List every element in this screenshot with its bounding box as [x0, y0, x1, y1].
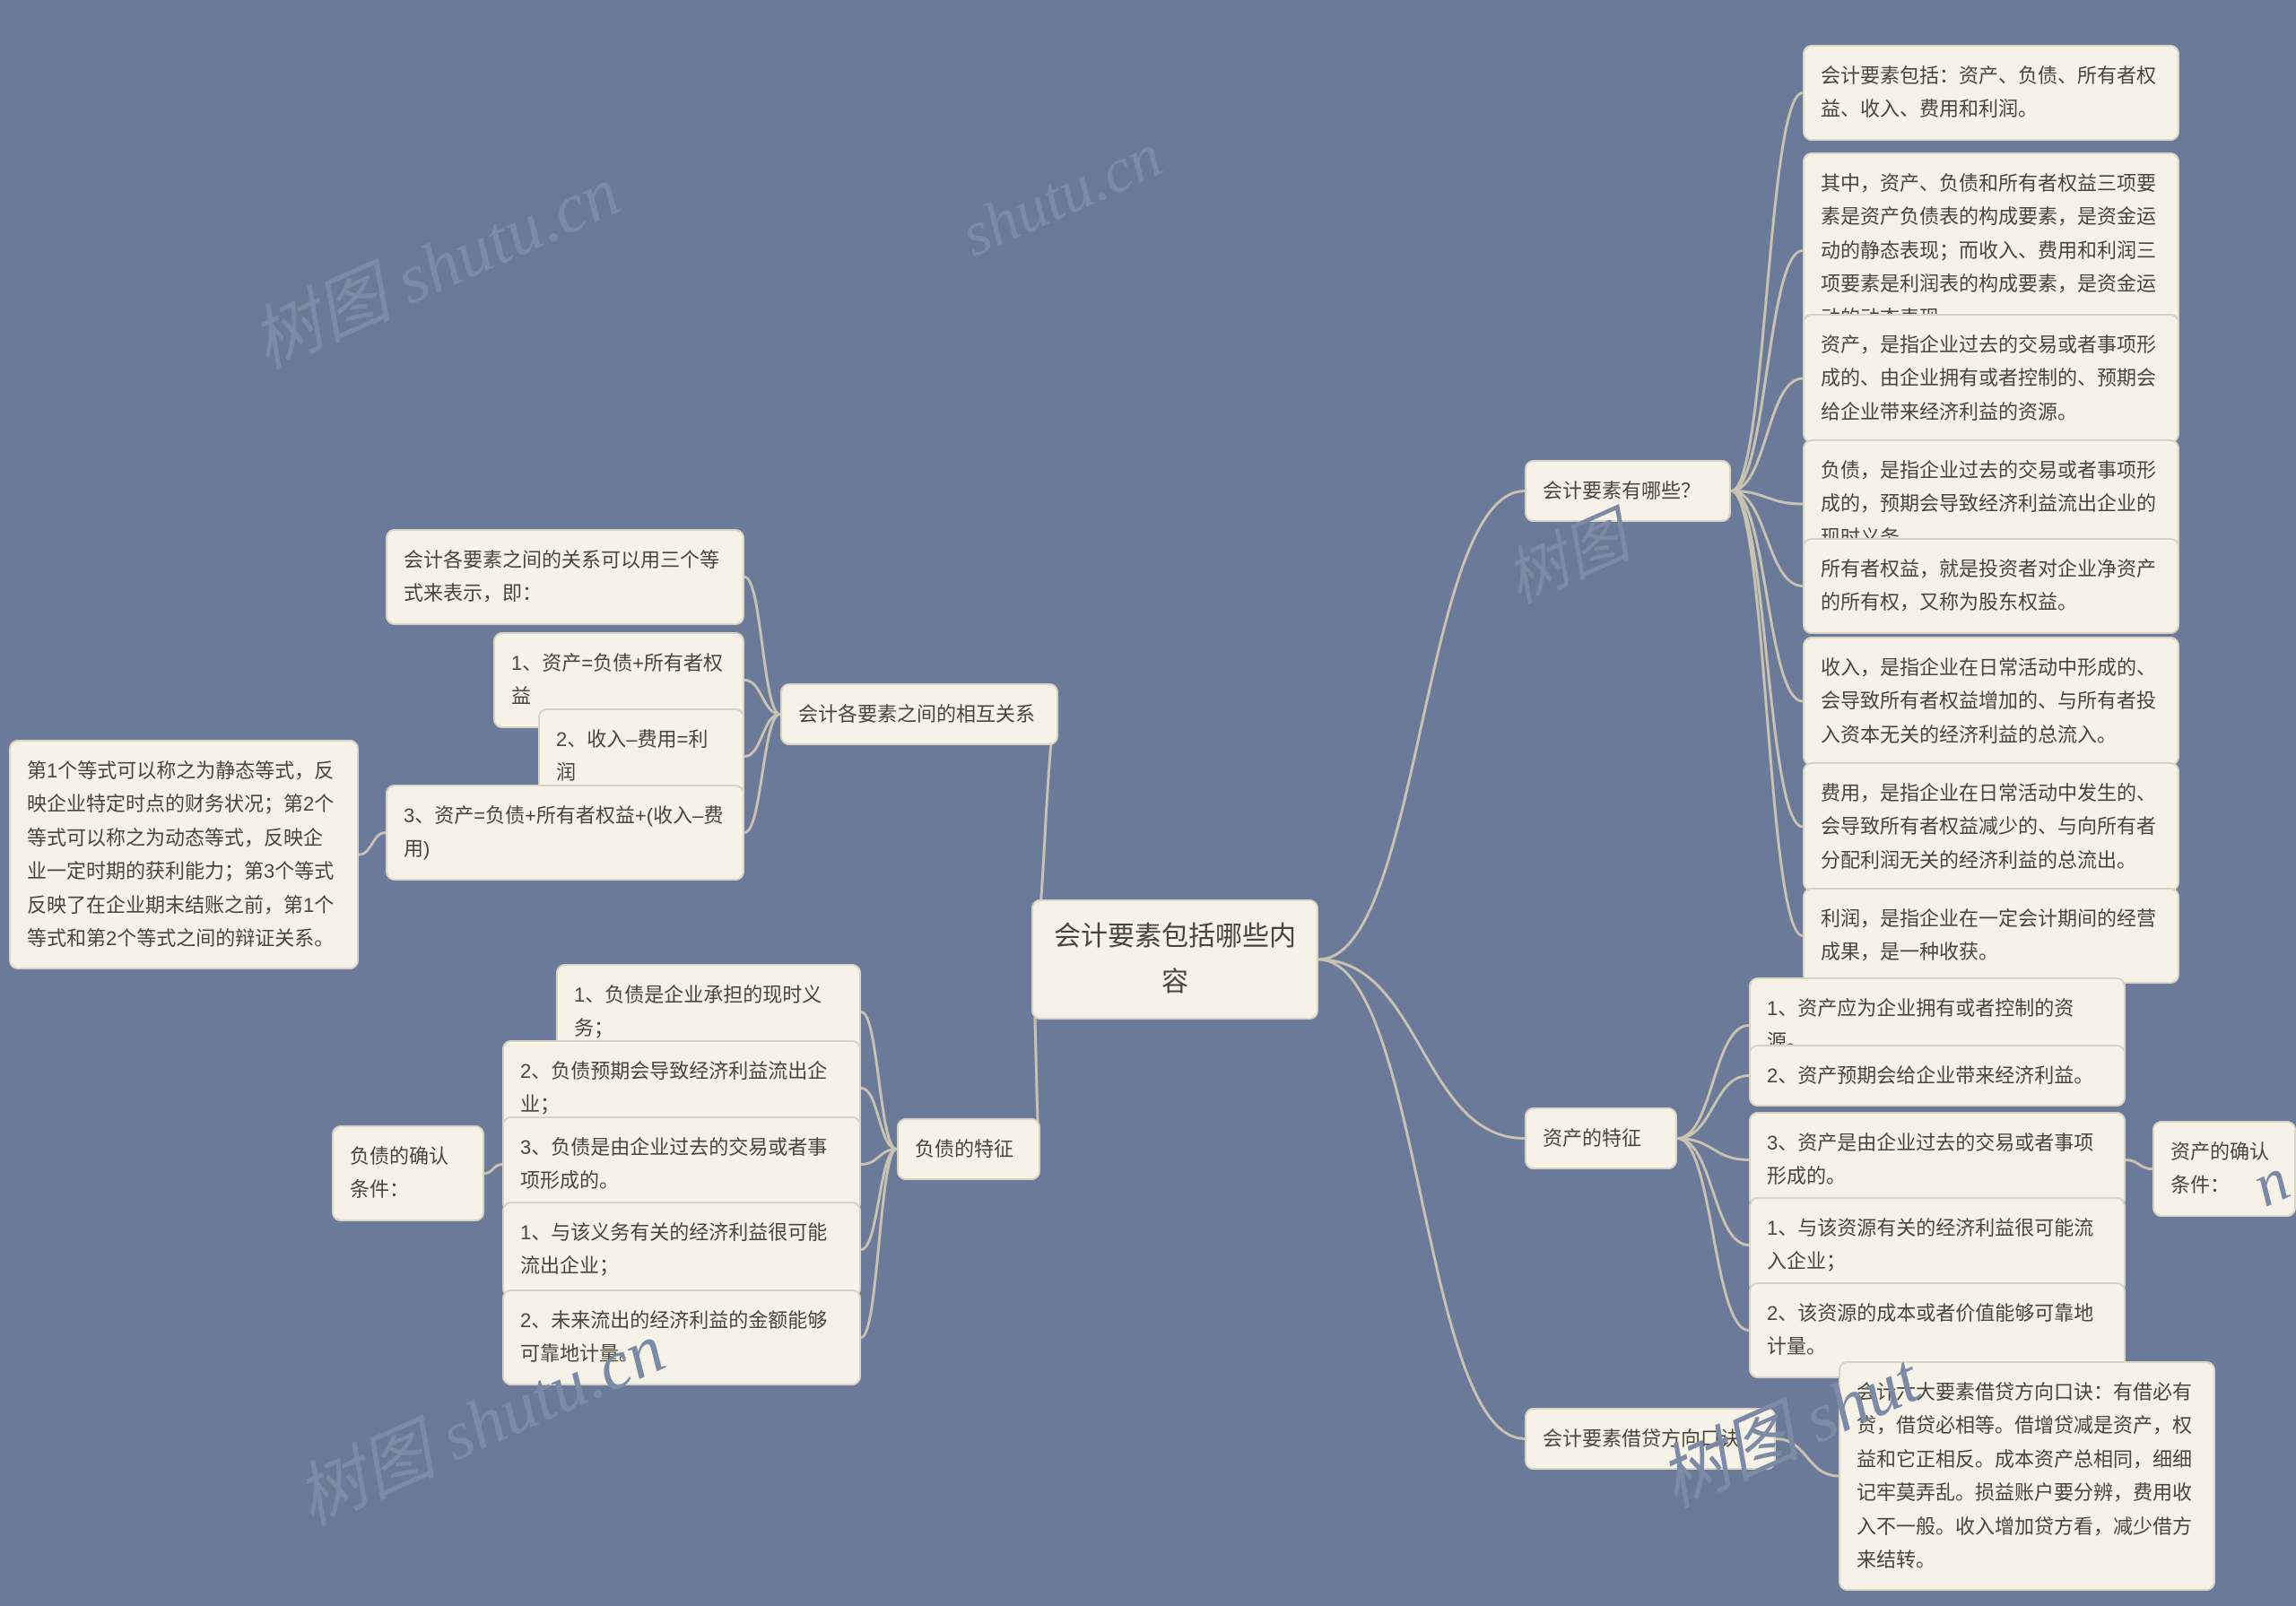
mindmap-node-b1c5[interactable]: 所有者权益，就是投资者对企业净资产的所有权，又称为股东权益。 [1803, 538, 2179, 634]
mindmap-node-bL1c4[interactable]: 3、资产=负债+所有者权益+(收入–费用) [386, 785, 744, 881]
mindmap-node-b1c7[interactable]: 费用，是指企业在日常活动中发生的、会导致所有者权益减少的、与向所有者分配利润无关… [1803, 762, 2179, 891]
watermark: 树图 shutu.cn [233, 136, 632, 387]
mindmap-node-bL1c1[interactable]: 会计各要素之间的关系可以用三个等式来表示，即： [386, 529, 744, 625]
mindmap-node-root[interactable]: 会计要素包括哪些内容 [1031, 899, 1318, 1020]
mindmap-node-b2[interactable]: 资产的特征 [1525, 1107, 1677, 1169]
mindmap-node-b2c3[interactable]: 3、资产是由企业过去的交易或者事项形成的。 [1749, 1112, 2126, 1208]
mindmap-node-b2c4[interactable]: 1、与该资源有关的经济利益很可能流入企业； [1749, 1197, 2126, 1293]
mindmap-node-b1c1[interactable]: 会计要素包括：资产、负债、所有者权益、收入、费用和利润。 [1803, 45, 2179, 141]
mindmap-node-b3c1[interactable]: 会计六大要素借贷方向口诀：有借必有贷，借贷必相等。借增贷减是资产，权益和它正相反… [1839, 1361, 2215, 1591]
mindmap-node-bL2c4[interactable]: 1、与该义务有关的经济利益很可能流出企业； [502, 1202, 861, 1298]
mindmap-node-bL2[interactable]: 负债的特征 [897, 1118, 1040, 1180]
mindmap-node-bL1c4a[interactable]: 第1个等式可以称之为静态等式，反映企业特定时点的财务状况；第2个等式可以称之为动… [9, 740, 359, 969]
mindmap-node-bL2c5[interactable]: 2、未来流出的经济利益的金额能够可靠地计量。 [502, 1289, 861, 1385]
mindmap-stage: 会计要素包括哪些内容 会计要素有哪些？ 会计要素包括：资产、负债、所有者权益、收入、… [0, 0, 2296, 1606]
mindmap-node-b2c3a[interactable]: 资产的确认条件： [2152, 1121, 2296, 1217]
mindmap-node-b2c2[interactable]: 2、资产预期会给企业带来经济利益。 [1749, 1045, 2126, 1107]
mindmap-node-b1c6[interactable]: 收入，是指企业在日常活动中形成的、会导致所有者权益增加的、与所有者投入资本无关的… [1803, 637, 2179, 766]
mindmap-node-bL1[interactable]: 会计各要素之间的相互关系 [780, 683, 1058, 745]
mindmap-node-b1c8[interactable]: 利润，是指企业在一定会计期间的经营成果，是一种收获。 [1803, 888, 2179, 984]
mindmap-node-b3[interactable]: 会计要素借贷方向口诀 [1525, 1408, 1776, 1470]
mindmap-node-bL2c3a[interactable]: 负债的确认条件： [332, 1125, 484, 1221]
mindmap-node-bL2c3[interactable]: 3、负债是由企业过去的交易或者事项形成的。 [502, 1116, 861, 1212]
mindmap-node-b1[interactable]: 会计要素有哪些？ [1525, 460, 1731, 522]
watermark: shutu.cn [951, 120, 1172, 272]
mindmap-node-b1c3[interactable]: 资产，是指企业过去的交易或者事项形成的、由企业拥有或者控制的、预期会给企业带来经… [1803, 314, 2179, 443]
